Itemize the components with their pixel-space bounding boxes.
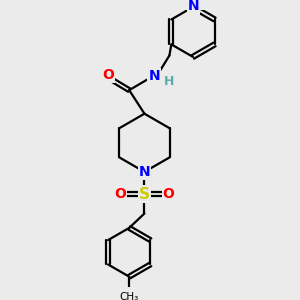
- Text: O: O: [102, 68, 114, 82]
- Text: CH₃: CH₃: [120, 292, 139, 300]
- Text: O: O: [114, 187, 126, 201]
- Text: O: O: [163, 187, 175, 201]
- Text: N: N: [188, 0, 199, 14]
- Text: S: S: [139, 187, 150, 202]
- Text: N: N: [139, 165, 150, 179]
- Text: N: N: [148, 69, 160, 83]
- Text: H: H: [164, 75, 175, 88]
